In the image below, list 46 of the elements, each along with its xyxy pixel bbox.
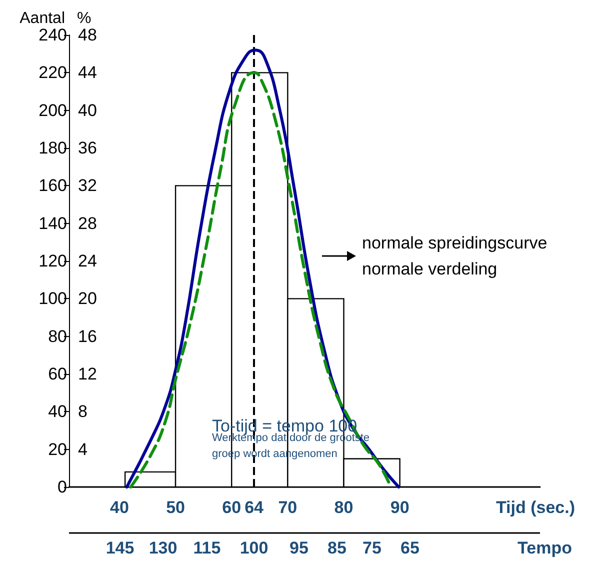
text: 115 bbox=[193, 538, 221, 558]
x2-axis-title: Tempo bbox=[518, 538, 572, 558]
x-axis-title: Tijd (sec.) bbox=[496, 498, 575, 517]
text: 145 bbox=[106, 538, 134, 558]
text: 100 bbox=[240, 538, 268, 558]
y2-tick-label: 48 bbox=[78, 26, 97, 44]
x-tick-label: 40 bbox=[110, 498, 129, 517]
annotation: normale verdeling bbox=[362, 260, 498, 278]
y-tick-label: 20 bbox=[48, 440, 67, 459]
y-tick-label: 0 bbox=[58, 478, 67, 496]
y-tick-label: 40 bbox=[48, 402, 67, 422]
y2-tick-label: 20 bbox=[78, 289, 97, 308]
y2-tick-label: 12 bbox=[78, 364, 97, 384]
y-tick-label: 240 bbox=[38, 26, 67, 44]
y-axis-title: Aantal bbox=[20, 10, 65, 28]
text: 130 bbox=[148, 538, 178, 558]
x-tick-label: 64 bbox=[244, 498, 264, 517]
y-tick-label: 180 bbox=[38, 138, 67, 158]
annotation: normale spreidingscurve bbox=[362, 234, 548, 252]
y-tick-label: 80 bbox=[48, 326, 67, 346]
x-tick-label: 70 bbox=[278, 498, 298, 517]
y2-tick-label: 32 bbox=[78, 176, 97, 196]
y2-tick-label: 36 bbox=[78, 138, 97, 158]
x-tick-label: 90 bbox=[390, 498, 410, 517]
y2-axis-title: % bbox=[77, 10, 92, 28]
y-tick-label: 220 bbox=[38, 63, 67, 82]
text: 85 bbox=[328, 538, 346, 558]
y2-tick-label: 44 bbox=[78, 63, 97, 82]
y2-tick-label: 8 bbox=[78, 402, 88, 422]
text: 75 bbox=[362, 538, 382, 558]
y-tick-label: 100 bbox=[38, 289, 67, 308]
y-tick-label: 60 bbox=[48, 364, 67, 384]
text: 65 bbox=[400, 538, 420, 558]
y2-tick-label: 16 bbox=[78, 326, 97, 346]
y-tick-label: 120 bbox=[38, 252, 67, 270]
y-tick-label: 140 bbox=[38, 214, 67, 233]
y2-tick-label: 4 bbox=[78, 440, 88, 459]
y-tick-label: 200 bbox=[38, 100, 67, 120]
y2-tick-label: 40 bbox=[78, 100, 97, 120]
y-tick-label: 160 bbox=[38, 176, 67, 196]
x-tick-label: 60 bbox=[222, 498, 242, 517]
y2-tick-label: 28 bbox=[78, 214, 97, 233]
x-tick-label: 50 bbox=[166, 498, 185, 517]
y2-tick-label: 24 bbox=[78, 252, 97, 270]
x-tick-label: 80 bbox=[334, 498, 354, 517]
text: 95 bbox=[290, 538, 308, 558]
